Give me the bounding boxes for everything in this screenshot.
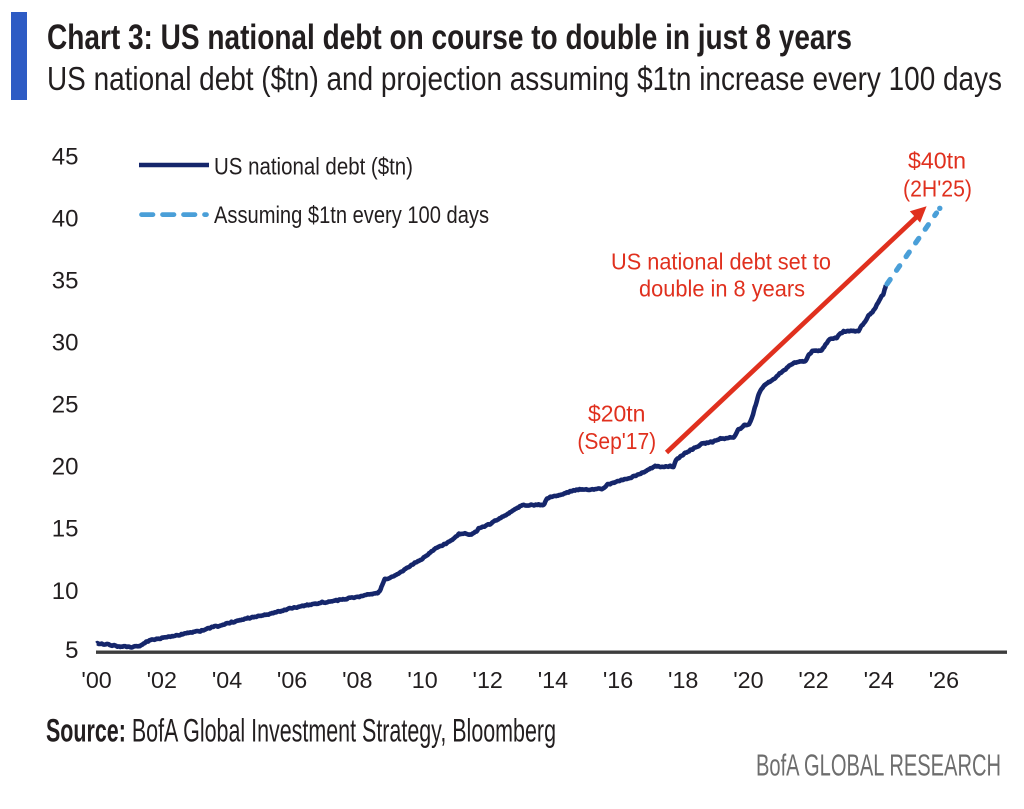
svg-text:'04: '04 [212, 667, 242, 693]
svg-text:US national debt ($tn): US national debt ($tn) [214, 154, 413, 181]
svg-text:'10: '10 [407, 667, 437, 693]
svg-text:'26: '26 [929, 667, 959, 693]
svg-text:Chart 3: US national debt on c: Chart 3: US national debt on course to d… [47, 17, 852, 57]
svg-text:'00: '00 [81, 667, 111, 693]
svg-text:25: 25 [52, 392, 79, 419]
svg-text:$40tn: $40tn [908, 148, 966, 174]
svg-text:'16: '16 [603, 667, 633, 693]
svg-text:Assuming $1tn every 100 days: Assuming $1tn every 100 days [214, 202, 489, 229]
svg-text:35: 35 [52, 268, 79, 295]
svg-text:$20tn: $20tn [588, 401, 646, 427]
svg-text:'22: '22 [798, 667, 828, 693]
svg-text:(2H'25): (2H'25) [903, 176, 972, 202]
svg-text:'14: '14 [538, 667, 568, 693]
svg-text:'12: '12 [473, 667, 503, 693]
svg-text:40: 40 [52, 205, 79, 232]
svg-text:(Sep'17): (Sep'17) [577, 428, 656, 454]
svg-text:'08: '08 [342, 667, 372, 693]
svg-text:US national debt set to: US national debt set to [611, 249, 831, 275]
svg-text:20: 20 [52, 454, 79, 481]
svg-text:'18: '18 [668, 667, 698, 693]
svg-text:30: 30 [52, 330, 79, 357]
svg-text:45: 45 [52, 143, 79, 170]
svg-text:5: 5 [65, 637, 78, 664]
svg-text:'02: '02 [147, 667, 177, 693]
svg-text:double in 8 years: double in 8 years [639, 276, 805, 302]
svg-text:'06: '06 [277, 667, 307, 693]
svg-text:US national debt ($tn) and pro: US national debt ($tn) and projection as… [47, 61, 1002, 98]
svg-text:Source: BofA Global Investment: Source: BofA Global Investment Strategy,… [46, 713, 556, 749]
svg-text:BofA GLOBAL RESEARCH: BofA GLOBAL RESEARCH [756, 749, 1001, 783]
svg-text:15: 15 [52, 516, 79, 543]
svg-text:'20: '20 [733, 667, 763, 693]
svg-text:'24: '24 [864, 667, 894, 693]
svg-text:10: 10 [52, 578, 79, 605]
